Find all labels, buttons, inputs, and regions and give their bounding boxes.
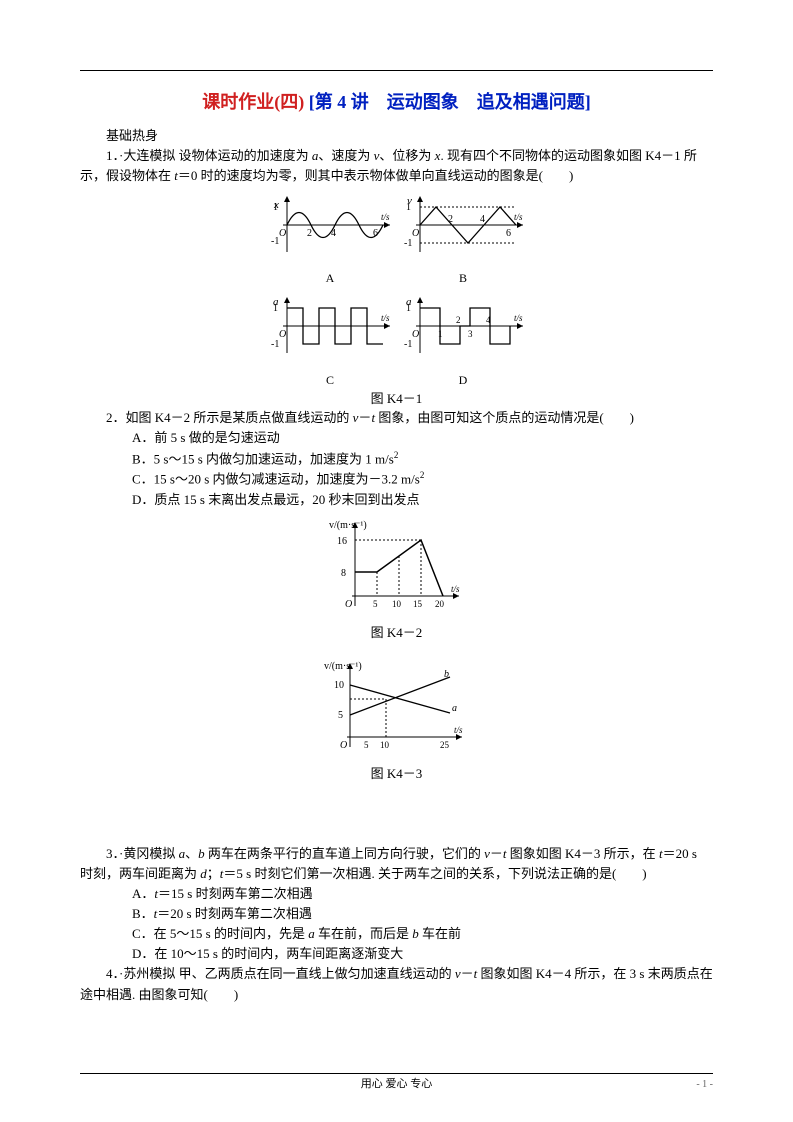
svg-text:25: 25 (440, 740, 450, 750)
footer-text: 用心 爱心 专心 (0, 1076, 793, 1093)
svg-text:16: 16 (337, 536, 347, 547)
q1-ab-labels: A B (80, 269, 713, 287)
svg-text:4: 4 (480, 214, 485, 225)
svg-text:O: O (412, 329, 419, 340)
svg-text:10: 10 (392, 599, 402, 609)
q1-figA: x 1 -1 O 2 4 6 t/s (265, 190, 395, 260)
q3-caption: 图 K4－3 (80, 764, 713, 784)
label-C: C (326, 373, 334, 387)
q2-fig: v/(m·s⁻¹) 16 8 O 5 10 15 20 t/s (80, 514, 713, 620)
svg-text:1: 1 (273, 202, 278, 213)
svg-text:5: 5 (338, 710, 343, 721)
svg-text:3: 3 (468, 329, 473, 339)
svg-text:15: 15 (413, 599, 423, 609)
svg-text:1: 1 (438, 329, 443, 339)
svg-text:-1: -1 (404, 238, 412, 249)
svg-text:O: O (279, 228, 286, 239)
title-right: [第 4 讲 运动图象 追及相遇问题] (309, 92, 591, 112)
q1-caption: 图 K4－1 (80, 389, 713, 409)
label-A: A (326, 271, 335, 285)
svg-text:5: 5 (364, 740, 369, 750)
svg-text:b: b (444, 669, 449, 680)
svg-text:1: 1 (406, 202, 411, 213)
q2-optD: D．质点 15 s 末离出发点最远，20 秒末回到出发点 (80, 490, 713, 510)
q3-optC: C．在 5～15 s 的时间内，先是 a 车在前，而后是 b 车在前 (80, 924, 713, 944)
svg-text:10: 10 (334, 680, 344, 691)
svg-text:1: 1 (406, 303, 411, 314)
svg-text:t/s: t/s (451, 584, 460, 594)
title-left: 课时作业(四) (202, 92, 304, 112)
svg-text:-1: -1 (404, 339, 412, 350)
section-heading: 基础热身 (80, 126, 713, 146)
svg-text:8: 8 (341, 568, 346, 579)
svg-text:t/s: t/s (381, 313, 390, 323)
svg-text:t/s: t/s (381, 212, 390, 222)
svg-text:20: 20 (435, 599, 445, 609)
q1-cd-labels: C D (80, 371, 713, 389)
q1-fig-cd: a 1 -1 O t/s a 1 -1 O 1 2 3 4 t/s (80, 291, 713, 367)
bottom-rule (80, 1073, 713, 1074)
svg-text:4: 4 (331, 228, 336, 239)
svg-text:t/s: t/s (514, 313, 523, 323)
top-rule (80, 70, 713, 71)
svg-text:2: 2 (456, 315, 461, 325)
svg-text:O: O (340, 740, 347, 751)
svg-text:6: 6 (373, 228, 378, 239)
q1-figC: a 1 -1 O t/s (265, 291, 395, 361)
q1-fig-ab: x 1 -1 O 2 4 6 t/s v 1 -1 O 2 4 6 t/s (80, 190, 713, 266)
label-B: B (459, 271, 467, 285)
svg-text:2: 2 (307, 228, 312, 239)
svg-text:4: 4 (486, 315, 491, 325)
q4-stem: 4．·苏州模拟 甲、乙两质点在同一直线上做匀加速直线运动的 v－t 图象如图 K… (80, 964, 713, 1004)
q2-optB: B．5 s～15 s 内做匀加速运动，加速度为 1 m/s2 (80, 449, 713, 469)
svg-text:O: O (412, 228, 419, 239)
q3-optD: D．在 10～15 s 的时间内，两车间距离逐渐变大 (80, 944, 713, 964)
q2-caption: 图 K4－2 (80, 623, 713, 643)
svg-text:10: 10 (380, 740, 390, 750)
svg-text:v/(m·s⁻¹): v/(m·s⁻¹) (324, 661, 362, 672)
q2-optC: C．15 s～20 s 内做匀减速运动，加速度为－3.2 m/s2 (80, 469, 713, 489)
label-D: D (459, 373, 468, 387)
page-number: - 1 - (696, 1077, 713, 1092)
q3-optA: A．t＝15 s 时刻两车第二次相遇 (80, 884, 713, 904)
q3-optB: B．t＝20 s 时刻两车第二次相遇 (80, 904, 713, 924)
svg-text:5: 5 (373, 599, 378, 609)
svg-text:2: 2 (448, 214, 453, 225)
svg-text:O: O (345, 599, 352, 610)
q1-figB: v 1 -1 O 2 4 6 t/s (398, 190, 528, 260)
page-title: 课时作业(四) [第 4 讲 运动图象 追及相遇问题] (80, 89, 713, 116)
q3-fig: v/(m·s⁻¹) 10 5 O 5 10 25 a b t/s (80, 655, 713, 761)
q1-stem: 1．·大连模拟 设物体运动的加速度为 a、速度为 v、位移为 x. 现有四个不同… (80, 146, 713, 186)
svg-text:t/s: t/s (454, 725, 463, 735)
svg-text:v/(m·s⁻¹): v/(m·s⁻¹) (329, 520, 367, 531)
svg-text:1: 1 (273, 303, 278, 314)
q1-figD: a 1 -1 O 1 2 3 4 t/s (398, 291, 528, 361)
svg-text:6: 6 (506, 228, 511, 239)
svg-text:O: O (279, 329, 286, 340)
svg-text:a: a (452, 703, 457, 714)
q2-stem: 2．如图 K4－2 所示是某质点做直线运动的 v－t 图象，由图可知这个质点的运… (80, 408, 713, 428)
svg-text:t/s: t/s (514, 212, 523, 222)
q2-optA: A．前 5 s 做的是匀速运动 (80, 428, 713, 448)
svg-text:-1: -1 (271, 339, 279, 350)
q3-stem: 3．·黄冈模拟 a、b 两车在两条平行的直车道上同方向行驶，它们的 v－t 图象… (80, 844, 713, 884)
